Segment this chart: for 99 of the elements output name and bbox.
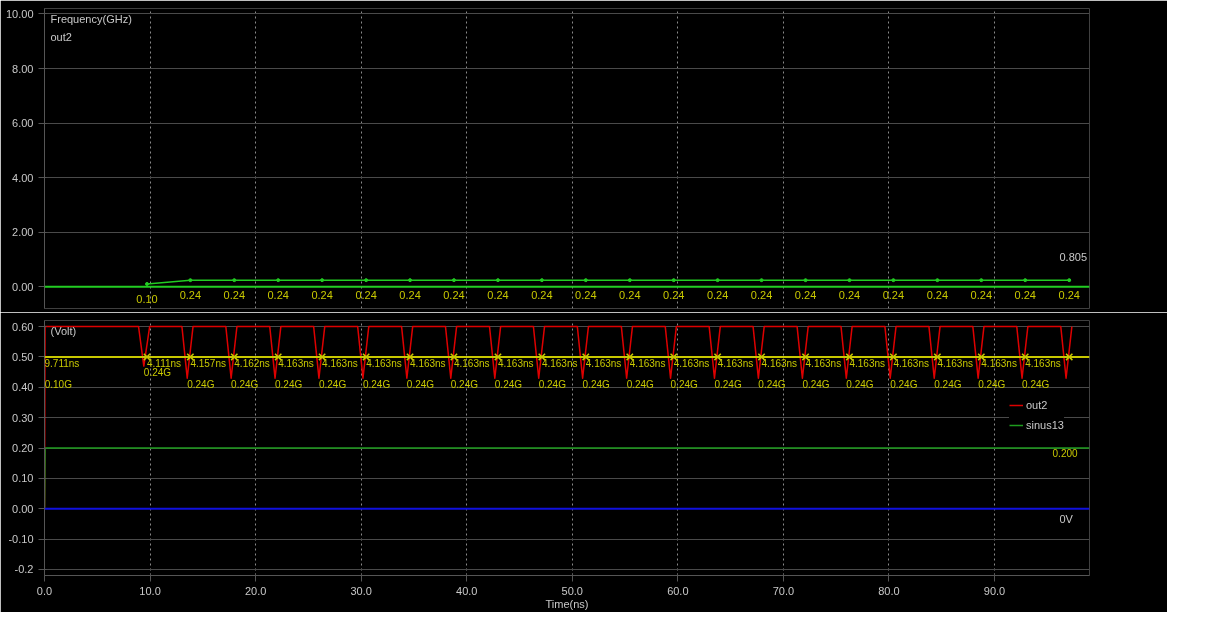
y-axis-title: (Volt) bbox=[50, 324, 77, 337]
annotation: 4.163ns bbox=[585, 357, 622, 369]
annotation: 0.10G bbox=[44, 379, 73, 391]
y-axis-title: Frequency(GHz) bbox=[50, 12, 132, 25]
data-label: 0.24 bbox=[399, 289, 421, 302]
data-label: 0.24 bbox=[355, 289, 377, 302]
annotation: 0.24G bbox=[362, 379, 391, 391]
y-tick-label: 0.10 bbox=[12, 472, 34, 485]
y-tick-label: 0.00 bbox=[12, 502, 34, 515]
y-tick-label: 10.00 bbox=[5, 7, 34, 20]
data-label: 0.24 bbox=[970, 289, 993, 302]
data-label: 0.24 bbox=[1058, 289, 1080, 302]
x-axis-title: Time(ns) bbox=[545, 597, 589, 610]
x-tick-label: 60.0 bbox=[667, 584, 689, 597]
annotation: 0.24G bbox=[406, 379, 435, 391]
annotation: 4.163ns bbox=[937, 357, 973, 369]
annotation: 4.163ns bbox=[717, 357, 754, 369]
annotation: 0.24G bbox=[846, 379, 874, 391]
data-label: 0.10 bbox=[136, 292, 158, 305]
annotation: 0.24G bbox=[978, 379, 1006, 391]
annotation: 0.24G bbox=[670, 379, 699, 391]
x-tick-label: 10.0 bbox=[139, 584, 161, 597]
annotation: 4.163ns bbox=[322, 357, 358, 369]
data-label: 0.24 bbox=[223, 289, 246, 302]
data-label: 0.24 bbox=[443, 289, 465, 302]
annotation: 4.111ns bbox=[146, 357, 182, 369]
annotation: out2 bbox=[50, 30, 72, 43]
y-tick-label: 0.50 bbox=[12, 350, 34, 363]
data-label: 0.24 bbox=[619, 289, 641, 302]
annotation: 0.24G bbox=[758, 379, 786, 391]
data-label: 0.24 bbox=[179, 289, 202, 302]
annotation: 4.163ns bbox=[629, 357, 666, 369]
x-tick-label: 50.0 bbox=[561, 584, 583, 597]
y-tick-label: 2.00 bbox=[12, 226, 34, 239]
annotation: 0.24G bbox=[714, 379, 742, 391]
data-label: 0.24 bbox=[267, 289, 289, 302]
annotation: 4.163ns bbox=[893, 357, 929, 369]
data-label: 0.24 bbox=[487, 289, 509, 302]
annotation: 0.200 bbox=[1052, 448, 1079, 459]
annotation: 4.163ns bbox=[453, 357, 490, 369]
data-label: 0.24 bbox=[882, 289, 905, 302]
x-tick-label: 20.0 bbox=[244, 584, 267, 597]
annotation: 0.24G bbox=[626, 379, 655, 391]
data-label: 0.24 bbox=[794, 289, 817, 302]
y-tick-label: -0.10 bbox=[8, 533, 34, 546]
data-label: 0.24 bbox=[311, 289, 333, 302]
x-tick-label: 80.0 bbox=[878, 584, 900, 597]
annotation: 4.163ns bbox=[849, 357, 886, 369]
data-label: 0.24 bbox=[926, 289, 949, 302]
annotation: 4.163ns bbox=[981, 357, 1017, 369]
y-tick-label: 0.00 bbox=[12, 280, 34, 293]
y-tick-label: 0.60 bbox=[12, 320, 34, 333]
x-tick-label: 0.0 bbox=[36, 584, 53, 597]
x-tick-label: 90.0 bbox=[983, 584, 1006, 597]
x-tick-label: 40.0 bbox=[456, 584, 478, 597]
data-label: 0.24 bbox=[750, 289, 773, 302]
annotation: 4.163ns bbox=[366, 357, 402, 369]
annotation: 0.805 bbox=[1059, 250, 1088, 263]
x-tick-label: 70.0 bbox=[772, 584, 795, 597]
annotation: 4.163ns bbox=[673, 357, 710, 369]
annotation: 0.24G bbox=[538, 379, 567, 391]
annotation: 0.24G bbox=[231, 379, 259, 391]
annotation: 0.24G bbox=[187, 379, 215, 391]
y-tick-label: 8.00 bbox=[12, 62, 34, 75]
data-label: 0.24 bbox=[575, 289, 597, 302]
legend-label: sinus13 bbox=[1026, 419, 1064, 431]
y-tick-label: 0.40 bbox=[12, 381, 34, 394]
annotation: 4.163ns bbox=[761, 357, 798, 369]
annotation: 0.24G bbox=[450, 379, 479, 391]
annotation: 4.163ns bbox=[278, 357, 314, 369]
annotation: 4.162ns bbox=[234, 357, 270, 369]
annotation: 4.163ns bbox=[497, 357, 534, 369]
annotation: 4.163ns bbox=[805, 357, 842, 369]
legend-label: out2 bbox=[1026, 399, 1048, 411]
annotation: 0.24G bbox=[494, 379, 523, 391]
annotation: 0.24G bbox=[318, 379, 347, 391]
data-label: 0.24 bbox=[1014, 289, 1036, 302]
y-tick-label: 0.30 bbox=[12, 411, 34, 424]
annotation: 0.24G bbox=[1022, 379, 1050, 391]
annotation: 4.163ns bbox=[410, 357, 446, 369]
annotation: 0.24G bbox=[275, 379, 303, 391]
annotation: 4.163ns bbox=[1025, 357, 1061, 369]
x-tick-label: 30.0 bbox=[350, 584, 372, 597]
annotation: 0.24G bbox=[582, 379, 611, 391]
annotation: 0.24G bbox=[890, 379, 918, 391]
annotation: 0.24G bbox=[802, 379, 830, 391]
y-tick-label: -0.2 bbox=[14, 563, 34, 576]
annotation: 0.24G bbox=[934, 379, 962, 391]
data-label: 0.24 bbox=[663, 289, 685, 302]
y-tick-label: 4.00 bbox=[12, 171, 34, 184]
ref-line-label: 0V bbox=[1059, 512, 1074, 525]
y-tick-label: 0.20 bbox=[12, 442, 34, 454]
annotation: 4.157ns bbox=[190, 357, 226, 369]
annotation: 0.24G bbox=[143, 367, 172, 379]
annotation: 4.163ns bbox=[541, 357, 578, 369]
data-label: 0.24 bbox=[531, 289, 553, 302]
data-label: 0.24 bbox=[706, 289, 729, 302]
data-label: 0.24 bbox=[838, 289, 861, 302]
y-tick-label: 6.00 bbox=[12, 117, 34, 130]
